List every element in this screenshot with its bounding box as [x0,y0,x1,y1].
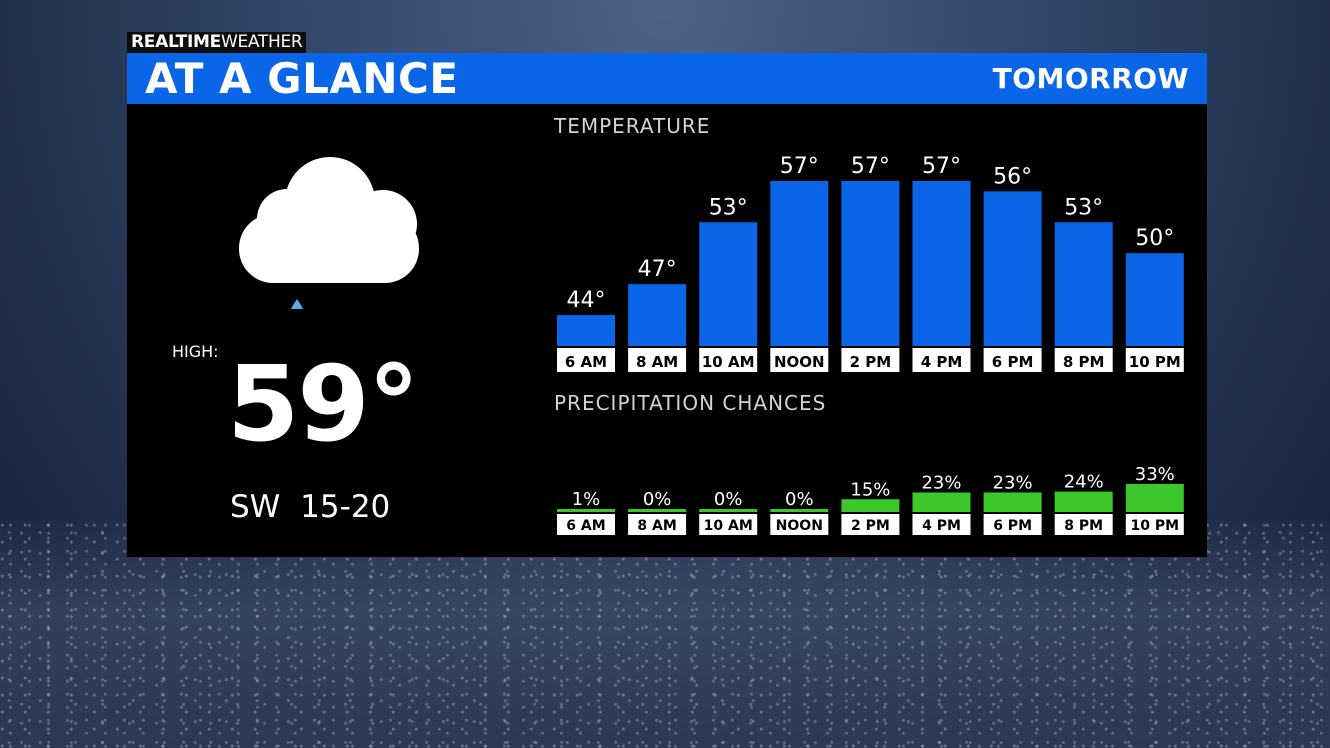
category-box [628,514,687,535]
brand-light: WEATHER [220,32,303,52]
bar-10-pm [1125,483,1184,512]
value-label: 57° [780,154,819,179]
category-box [841,348,900,372]
category-label: 8 PM [1063,353,1105,371]
bar-4-pm [912,492,971,512]
value-label: 56° [993,164,1032,189]
bar-8-am [628,284,687,346]
category-box [912,348,971,372]
category-label: 8 AM [636,353,678,371]
temperature-chart-title: TEMPERATURE [554,114,711,138]
cloud-rain-icon [239,157,419,309]
bar-6-pm [983,492,1042,512]
category-box [557,514,615,535]
temperature-chart: 44° 6 AM 47° 8 AM 53° 10 AM 57° NOON 57° 2 PM 57° 4… [557,154,1184,372]
category-label: 6 AM [565,353,607,371]
value-label: 23% [993,472,1033,493]
value-label: 24% [1064,472,1104,493]
value-label: 33% [1135,464,1175,485]
category-label: 2 PM [851,518,890,534]
forecast-panel: HIGH: 59° SW 15-20 TEMPERATURE PRECIPITA… [127,104,1207,557]
bar-2-pm [841,181,900,346]
high-label: HIGH: [172,342,219,361]
bar-4-pm [912,181,971,346]
bar-8-pm [1054,491,1113,512]
category-label: NOON [774,353,825,371]
period-label: TOMORROW [992,62,1189,95]
value-label: 23% [921,472,961,493]
page-title: AT A GLANCE [145,54,459,103]
bar-2-pm [841,499,900,512]
value-label: 57° [922,154,961,179]
category-box [699,514,758,535]
category-label: 10 AM [704,518,753,534]
category-label: 8 AM [637,518,676,534]
value-label: 53° [709,195,748,220]
value-label: 47° [638,257,677,282]
bar-noon [770,509,829,512]
bar-10-am [699,509,758,512]
brand-logo: REALTIMEWEATHER [127,32,307,53]
category-label: NOON [776,518,823,534]
category-label: 2 PM [850,353,892,371]
category-box [983,348,1042,372]
category-label: 10 PM [1131,518,1180,534]
value-label: 0% [714,489,743,510]
category-box [912,514,971,535]
category-label: 10 PM [1129,353,1181,371]
bar-6-am [557,315,615,346]
category-label: 4 PM [921,353,963,371]
category-label: 8 PM [1064,518,1103,534]
category-box [557,348,615,372]
value-label: 57° [851,154,890,179]
header-bar: AT A GLANCE TOMORROW [127,53,1207,104]
category-box [1054,514,1113,535]
bar-10-pm [1125,253,1184,346]
category-box [699,348,758,372]
value-label: 0% [785,489,814,510]
value-label: 53° [1064,195,1103,220]
category-box [1054,348,1113,372]
category-box [983,514,1042,535]
value-label: 0% [643,489,672,510]
value-label: 50° [1135,226,1174,251]
category-label: 6 PM [993,518,1032,534]
bar-6-pm [983,191,1042,346]
bar-8-pm [1054,222,1113,346]
category-label: 6 AM [566,518,605,534]
category-box [1125,348,1184,372]
value-label: 1% [572,489,601,510]
category-box [770,348,829,372]
category-label: 6 PM [992,353,1034,371]
wind-reading: SW 15-20 [230,489,391,525]
category-box [841,514,900,535]
rain-background [0,520,1330,748]
category-box [770,514,829,535]
precipitation-chart-title: PRECIPITATION CHANCES [554,391,827,415]
bar-10-am [699,222,758,346]
category-label: 4 PM [922,518,961,534]
value-label: 15% [850,479,890,500]
category-box [1125,514,1184,535]
category-label: 10 AM [702,353,755,371]
brand-bold: REALTIME [131,32,221,52]
bar-6-am [557,509,615,512]
category-box [628,348,687,372]
high-temperature: 59° [227,343,420,465]
precipitation-chart: 1% 6 AM 0% 8 AM 0% 10 AM 0% NOON 15% 2 PM 23% 4 PM 2… [557,464,1184,535]
value-label: 44° [567,288,606,313]
bar-8-am [628,509,687,512]
bar-noon [770,181,829,346]
